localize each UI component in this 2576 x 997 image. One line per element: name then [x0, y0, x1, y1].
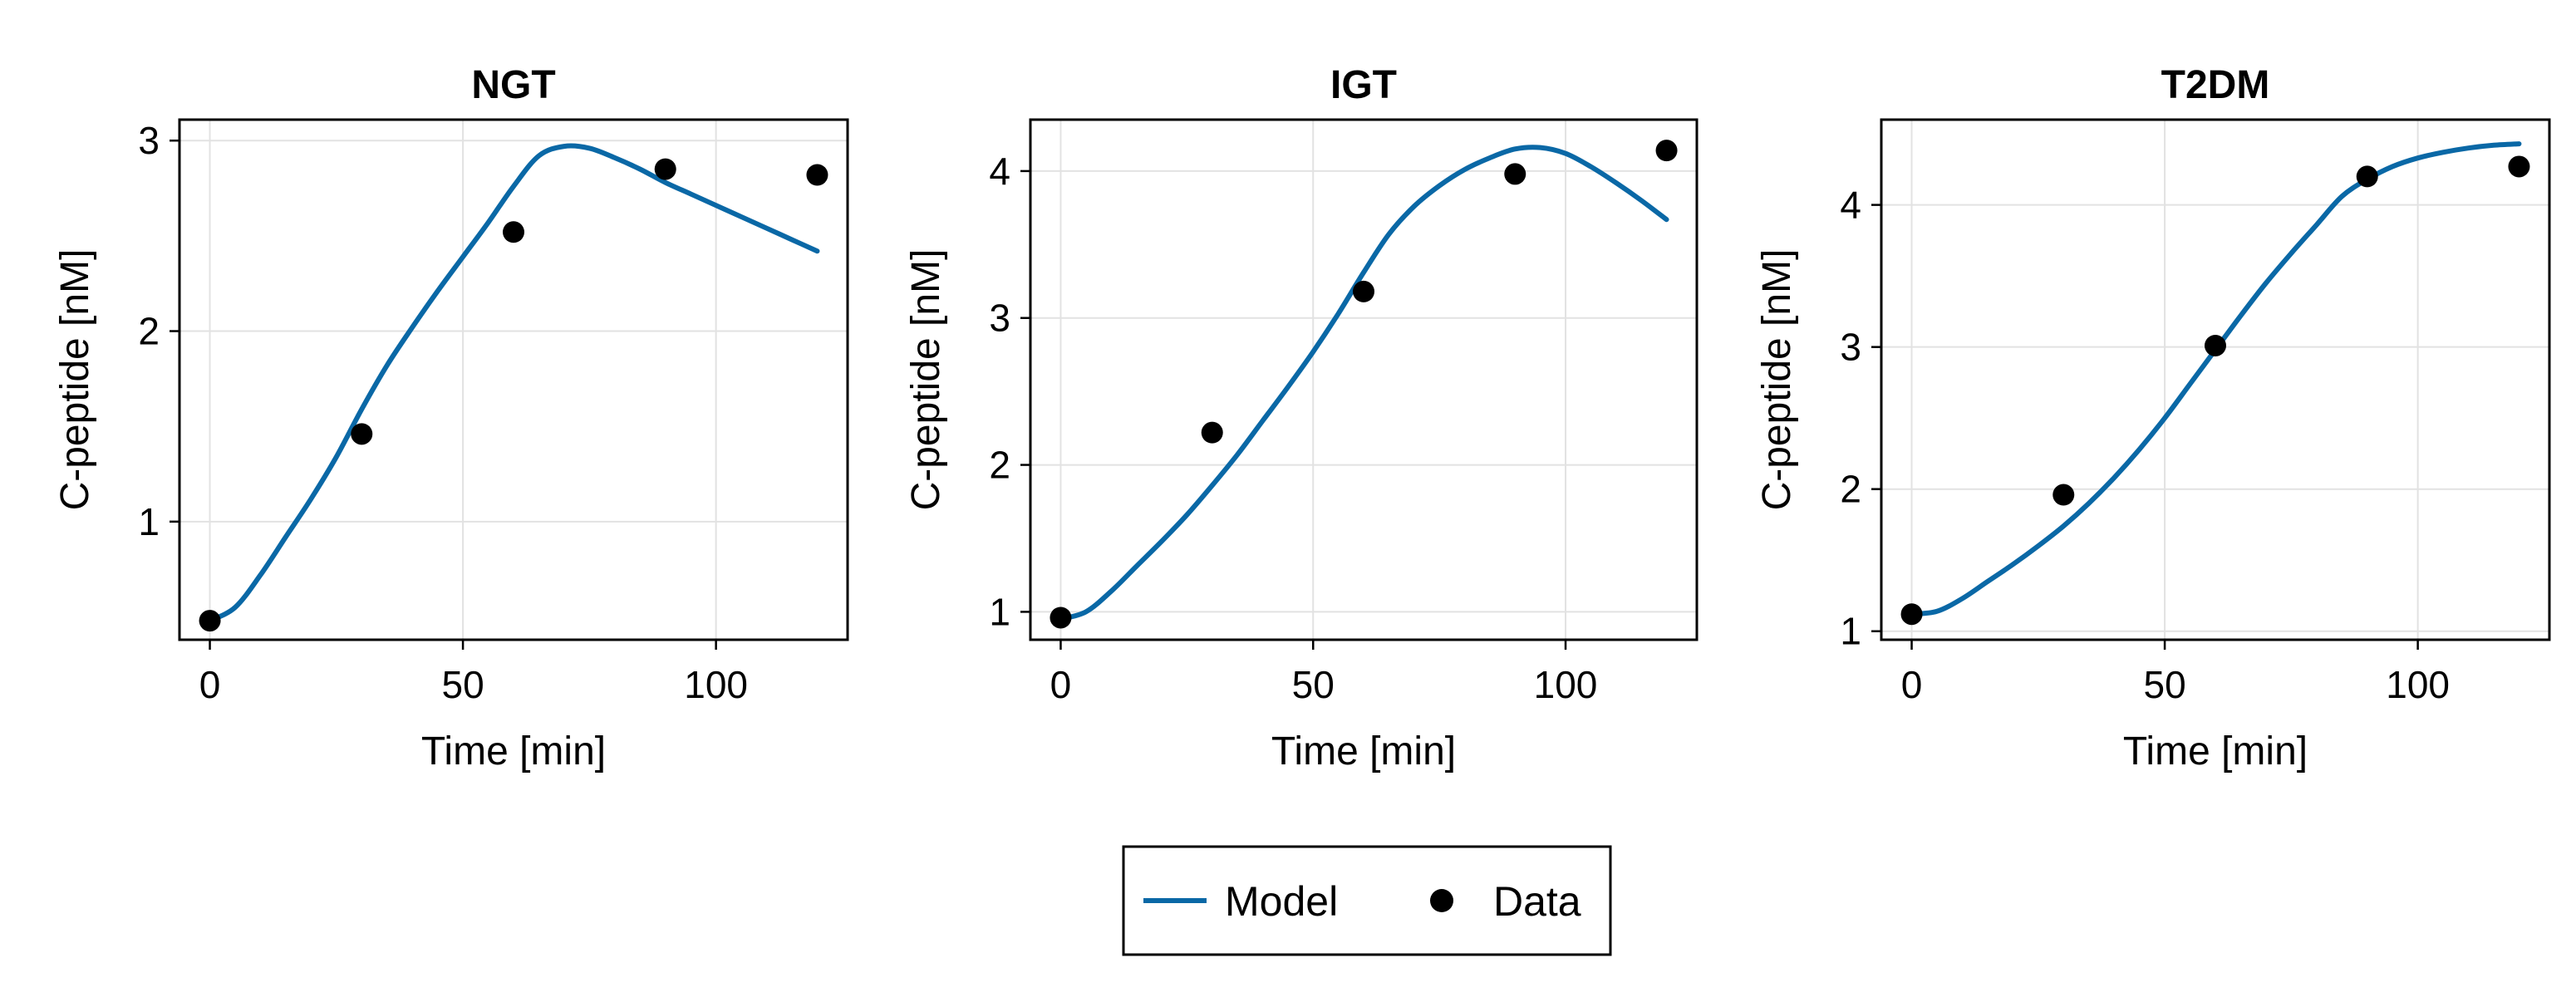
- plot-frame: [1029, 118, 1698, 641]
- data-point: [654, 158, 676, 180]
- x-axis-label: Time [min]: [421, 729, 606, 774]
- legend: Model Data: [1122, 845, 1612, 956]
- x-tick-label: 50: [1292, 663, 1335, 706]
- panel-title: T2DM: [2161, 63, 2270, 107]
- x-tick-label: 50: [442, 663, 484, 706]
- y-tick-label: 3: [989, 297, 1010, 340]
- y-tick-label: 1: [138, 500, 160, 543]
- legend-model-label: Model: [1225, 878, 1338, 925]
- y-tick-label: 2: [989, 444, 1010, 487]
- panels: NGT 0 50 100 1 2 3 Time [min] C-peptide [nM] IGT 0…: [53, 63, 2551, 774]
- panel-title: NGT: [471, 63, 555, 107]
- legend-data-label: Data: [1493, 878, 1581, 925]
- y-axis-label: C-peptide [nM]: [53, 249, 97, 511]
- x-axis-label: Time [min]: [1271, 729, 1456, 774]
- y-tick-label: 1: [1840, 610, 1861, 653]
- x-tick-label: 0: [199, 663, 221, 706]
- data-point: [1201, 421, 1223, 444]
- panel-title: IGT: [1330, 63, 1397, 107]
- y-tick-label: 1: [989, 590, 1010, 633]
- plot-frame: [178, 118, 849, 641]
- y-axis-label: C-peptide [nM]: [1755, 249, 1799, 511]
- y-tick-label: 4: [1840, 184, 1861, 227]
- plot-frame: [1880, 118, 2551, 641]
- data-point: [806, 164, 828, 186]
- panel-ngt: NGT 0 50 100 1 2 3 Time [min] C-peptide [nM]: [53, 63, 849, 774]
- x-tick-label: 100: [684, 663, 748, 706]
- data-point: [2205, 334, 2226, 356]
- model-curve: [1058, 145, 1669, 622]
- y-tick-label: 3: [1840, 326, 1861, 369]
- x-tick-label: 100: [2386, 663, 2450, 706]
- data-point: [1504, 163, 1526, 185]
- panel-igt: IGT 0 50 100 1 2 3 4 Time [min] C-peptide [nM]: [904, 63, 1698, 774]
- y-axis-label: C-peptide [nM]: [904, 249, 948, 511]
- y-tick-label: 2: [138, 310, 160, 353]
- x-tick-label: 0: [1050, 663, 1072, 706]
- data-point: [1050, 607, 1072, 629]
- legend-data-swatch: [1430, 889, 1453, 912]
- data-point: [2356, 165, 2378, 188]
- x-tick-label: 100: [1534, 663, 1598, 706]
- panel-t2dm: T2DM 0 50 100 1 2 3 4 Time [min] C-peptide [nM]: [1755, 63, 2551, 774]
- data-point: [199, 610, 221, 632]
- data-point: [503, 221, 524, 243]
- y-tick-label: 4: [989, 150, 1010, 193]
- data-point: [2508, 155, 2530, 178]
- y-tick-label: 2: [1840, 468, 1861, 511]
- data-point: [2052, 484, 2075, 506]
- x-tick-label: 0: [1901, 663, 1923, 706]
- data-point: [1900, 603, 1923, 626]
- y-tick-label: 3: [138, 119, 160, 162]
- data-point: [351, 423, 373, 445]
- model-curve: [1909, 141, 2522, 617]
- data-point: [1353, 280, 1374, 302]
- x-axis-label: Time [min]: [2123, 729, 2308, 774]
- x-tick-label: 50: [2144, 663, 2186, 706]
- data-point: [1655, 140, 1678, 162]
- model-curve: [207, 143, 820, 624]
